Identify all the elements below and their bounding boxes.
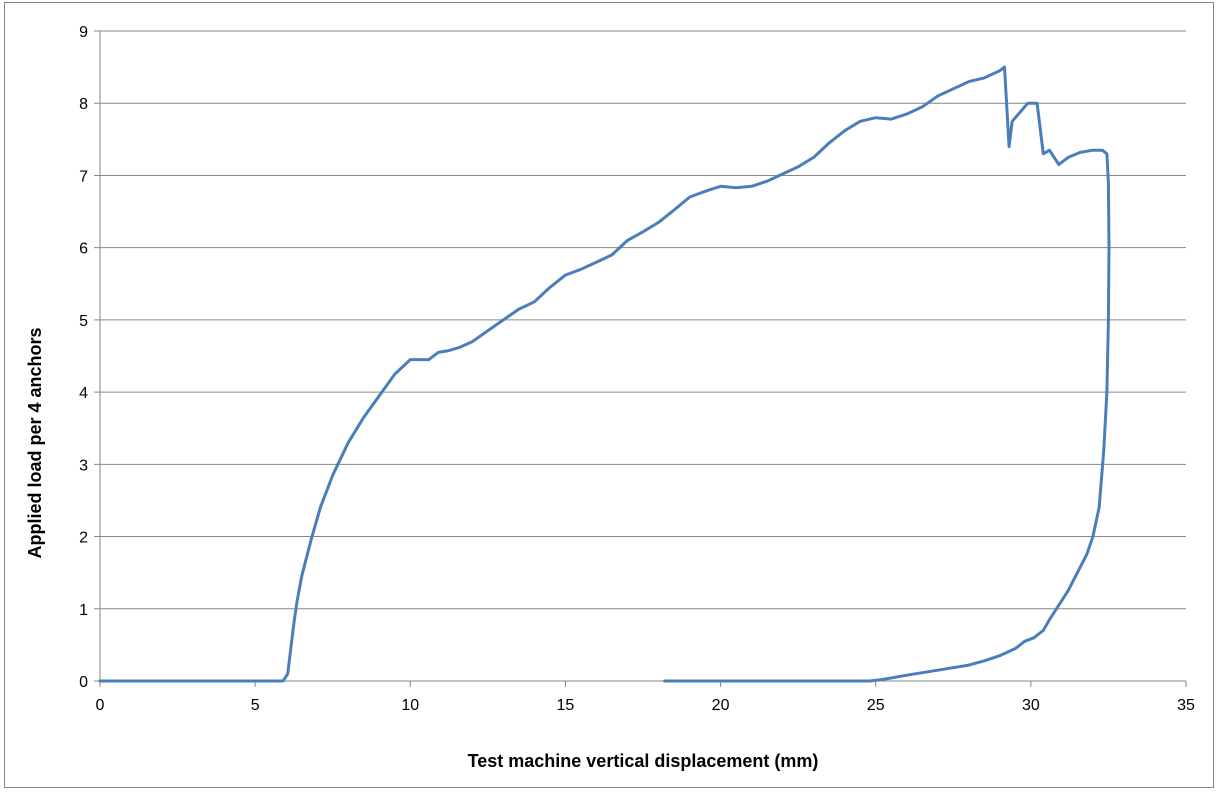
- y-tick-label: 5: [79, 313, 88, 330]
- y-tick-label: 8: [79, 96, 88, 113]
- series-line-0: [98, 65, 1111, 683]
- y-tick-label: 9: [79, 24, 88, 41]
- tick-labels: 0 1 2 3 4 5 6 7 8 9 0 5 10 15 20 25 30 35: [79, 24, 1195, 714]
- series-layer: [98, 65, 1111, 683]
- y-tick-label: 0: [79, 674, 88, 691]
- x-tick-label: 10: [401, 697, 419, 714]
- y-tick-label: 2: [79, 530, 88, 547]
- y-tick-label: 4: [79, 385, 88, 402]
- x-tick-label: 25: [867, 697, 885, 714]
- y-tick-label: 1: [79, 602, 88, 619]
- chart-frame: [4, 2, 1214, 788]
- x-tick-label: 15: [557, 697, 575, 714]
- x-tick-label: 5: [251, 697, 260, 714]
- x-tick-label: 30: [1022, 697, 1040, 714]
- y-tick-label: 6: [79, 241, 88, 258]
- x-tick-label: 20: [712, 697, 730, 714]
- y-tick-label: 3: [79, 457, 88, 474]
- gridlines: [100, 30, 1186, 610]
- x-tick-label: 35: [1177, 697, 1195, 714]
- axes: [94, 30, 1187, 687]
- x-axis-title: Test machine vertical displacement (mm): [468, 751, 819, 771]
- y-axis-title: Applied load per 4 anchors: [25, 327, 45, 558]
- x-tick-label: 0: [96, 697, 105, 714]
- y-tick-label: 7: [79, 168, 88, 185]
